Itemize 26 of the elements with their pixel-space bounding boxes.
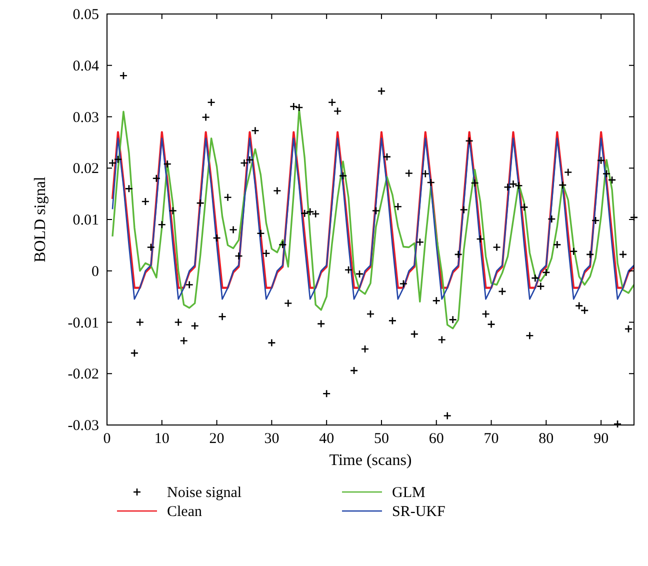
y-tick-label: 0.04 (72, 58, 100, 74)
legend-label: GLM (392, 485, 426, 501)
legend-label: SR-UKF (392, 504, 446, 520)
x-tick-label: 90 (594, 431, 609, 447)
x-tick-label: 40 (319, 431, 334, 447)
y-tick-label: 0.03 (72, 110, 99, 126)
y-tick-label: 0.05 (72, 7, 99, 23)
legend-label: Clean (167, 504, 202, 520)
x-tick-label: 80 (538, 431, 554, 447)
y-tick-label: 0.02 (72, 161, 99, 178)
y-tick-label: 0 (92, 264, 99, 280)
y-tick-label: -0.03 (68, 418, 99, 434)
x-tick-label: 50 (374, 431, 389, 447)
x-tick-label: 30 (264, 431, 280, 447)
y-tick-label: 0.01 (72, 212, 99, 228)
y-axis-title: BOLD signal (32, 176, 49, 262)
x-tick-label: 10 (154, 431, 170, 447)
x-tick-label: 20 (209, 431, 224, 447)
y-tick-label: -0.02 (68, 366, 99, 383)
x-axis-title: Time (scans) (329, 452, 412, 469)
x-tick-label: 60 (428, 431, 444, 447)
x-tick-label: 70 (484, 431, 499, 447)
y-tick-label: -0.01 (68, 315, 99, 332)
legend-label: Noise signal (167, 485, 242, 501)
x-tick-label: 0 (103, 431, 111, 447)
line-series (112, 108, 635, 330)
